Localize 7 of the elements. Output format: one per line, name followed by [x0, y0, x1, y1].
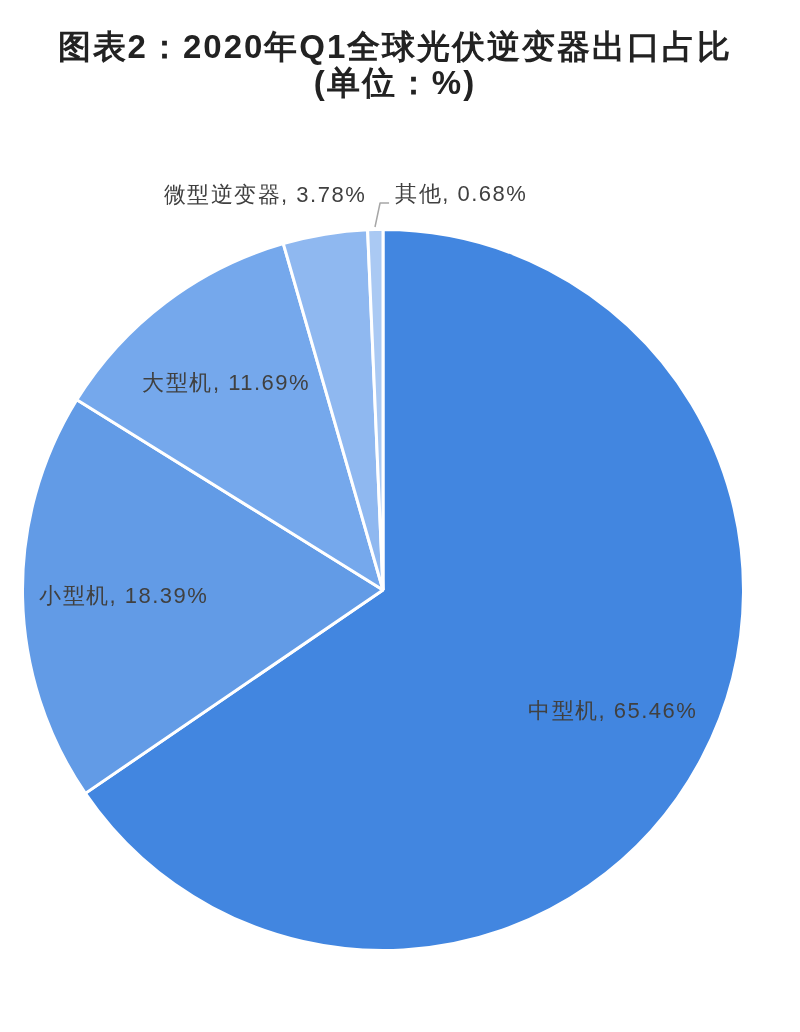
chart-title: 图表2：2020年Q1全球光伏逆变器出口占比 [56, 28, 734, 65]
chart-subtitle: (单位：%) [313, 64, 478, 101]
slice-label: 大型机, 11.69% [142, 368, 311, 397]
slice-label: 微型逆变器, 3.78% [163, 180, 367, 209]
slice-label: 其他, 0.68% [395, 179, 528, 208]
slice-label: 中型机, 65.46% [528, 697, 698, 726]
slice-label: 小型机, 18.39% [39, 581, 209, 610]
